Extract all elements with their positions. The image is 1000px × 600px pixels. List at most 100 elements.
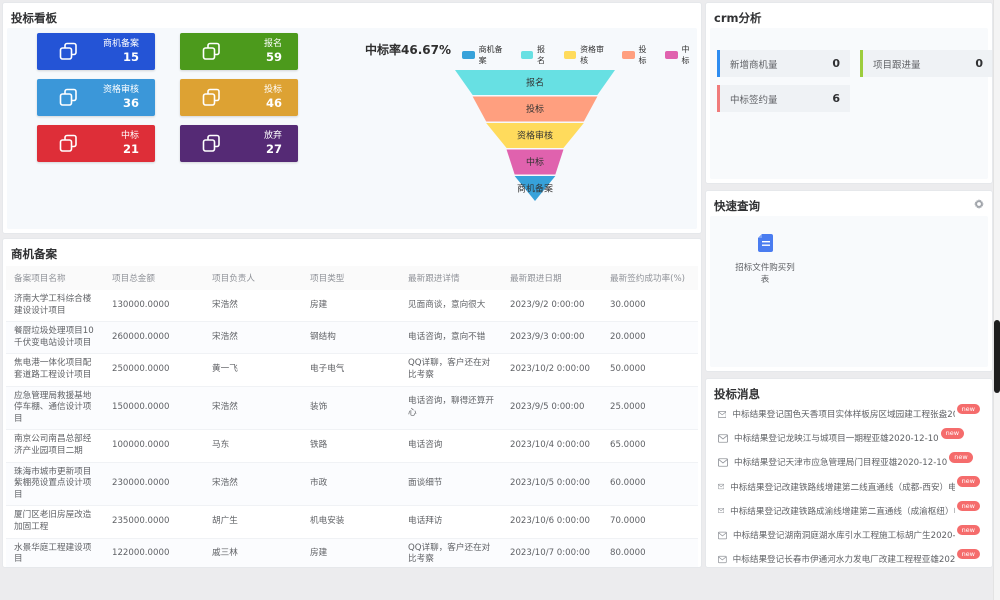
funnel-segment[interactable] (514, 176, 556, 201)
message-item[interactable]: 中标结果登记改建铁路线增建第二线直通线（成都-西安）电力线路迁改工程胡广生202… (708, 475, 990, 499)
table-cell: 胡广生 (204, 505, 302, 539)
crm-stat-box[interactable]: 新增商机量 0 (717, 50, 850, 77)
stat-card[interactable]: 放弃 27 (180, 125, 298, 162)
crm-stat-box[interactable]: 项目跟进量 0 (860, 50, 992, 77)
table-row[interactable]: 济南大学工科综合楼建设设计项目 130000.0000 宋浩然 房建 见面商谈，意向很大… (6, 290, 698, 323)
legend-swatch (520, 51, 534, 59)
stat-card[interactable]: 资格审核 36 (37, 79, 155, 116)
legend-swatch (622, 51, 635, 59)
bid-message-panel: 投标消息 中标结果登记国色天香项目实体样板房区域园建工程张盎2020-12-10… (705, 378, 993, 568)
funnel-segment[interactable] (506, 149, 564, 175)
stat-card-label: 放弃 (263, 130, 282, 141)
table-cell: 钢结构 (302, 321, 400, 355)
legend-label: 报名 (537, 45, 546, 65)
stat-card-value: 36 (122, 95, 139, 110)
table-cell: 230000.0000 (104, 462, 204, 507)
table-cell: 60.0000 (602, 462, 698, 507)
table-row[interactable]: 南京公司南昌总部经济产业园项目二期 100000.0000 马东 铁路 电话咨询 2023… (6, 429, 698, 463)
table-column-header: 最新跟进日期 (502, 266, 602, 290)
stat-card[interactable]: 投标 46 (180, 79, 298, 116)
stat-card-value: 21 (122, 141, 139, 156)
table-row[interactable]: 焦电港一体化项目配套道路工程设计项目 250000.0000 黄一飞 电子电气 QQ详聊… (6, 353, 698, 387)
table-row[interactable]: 水景华庭工程建设项目 122000.0000 戚三林 房建 QQ详聊，客户还在对比考察 2… (6, 538, 698, 567)
message-text: 中标结果登记湖南洞庭湖水库引水工程施工标胡广生2020-12-10 (732, 531, 955, 542)
table-cell: 80.0000 (602, 538, 698, 567)
table-cell: QQ详聊，客户还在对比考察 (400, 538, 502, 567)
table-cell: 机电安装 (302, 505, 400, 539)
stat-card[interactable]: 中标 21 (37, 125, 155, 162)
new-badge: new (956, 548, 980, 560)
scrollbar-thumb[interactable] (993, 320, 1000, 393)
table-cell: 见面商谈，意向很大 (400, 290, 502, 323)
bid-message-title: 投标消息 (714, 387, 760, 401)
funnel-segment[interactable] (486, 123, 584, 148)
funnel-segment[interactable] (472, 96, 598, 122)
document-icon (757, 234, 773, 252)
quick-query-item-bid-file-list[interactable]: 招标文件购买列表 (732, 234, 798, 285)
table-column-header: 项目负责人 (204, 266, 302, 290)
crm-stat-box[interactable]: 中标签约量 6 (717, 85, 850, 112)
stat-card-label: 资格审核 (102, 84, 139, 95)
stat-card[interactable]: 商机备案 15 (37, 33, 155, 70)
stat-card-label: 投标 (263, 84, 282, 95)
table-cell: 焦电港一体化项目配套道路工程设计项目 (6, 353, 104, 387)
message-text: 中标结果登记改建铁路线增建第二线直通线（成都-西安）电力线路迁改工程胡广生202… (730, 482, 954, 493)
table-cell: 马东 (204, 429, 302, 463)
table-row[interactable]: 应急管理局救援基地停车棚、通信设计项目 150000.0000 宋浩然 装饰 电话咨询，… (6, 386, 698, 431)
funnel-segment-label: 投标 (526, 103, 544, 115)
table-cell: 2023/10/6 0:00:00 (502, 505, 602, 539)
crm-body: 新增商机量 0 项目跟进量 0 中标签约量 6 (710, 28, 992, 179)
table-cell: 260000.0000 (104, 321, 204, 355)
scrollbar-track[interactable] (993, 0, 1000, 600)
stat-card-value: 46 (265, 95, 282, 110)
table-cell: 厦门区老旧房屋改造加固工程 (6, 505, 104, 539)
envelope-icon (718, 484, 725, 490)
table-row[interactable]: 珠海市城市更新项目紫棚苑设置点设计项目 230000.0000 宋浩然 市政 面谈细节 2… (6, 462, 698, 507)
envelope-icon (718, 458, 728, 467)
new-badge: new (956, 500, 980, 512)
table-cell: 2023/9/2 0:00:00 (502, 290, 602, 323)
envelope-icon (718, 434, 728, 443)
table-cell: 面谈细节 (400, 462, 502, 507)
table-cell: 122000.0000 (104, 538, 204, 567)
new-badge: new (940, 428, 965, 439)
new-badge: new (956, 524, 980, 536)
envelope-icon (718, 508, 725, 514)
funnel-segment[interactable] (455, 70, 615, 95)
table-cell: 30.0000 (602, 290, 698, 323)
table-cell: 宋浩然 (204, 290, 302, 323)
message-item[interactable]: 中标结果登记天津市应急管理局门目程亚雄2020-12-10 new (708, 450, 990, 474)
crm-stat-value: 0 (975, 57, 983, 70)
table-cell: 电话拜访 (400, 505, 502, 539)
crm-title: crm分析 (714, 11, 762, 25)
stat-card-label: 商机备案 (102, 38, 139, 49)
quick-query-panel: 快速查询 招标文件购买列表 (705, 190, 993, 372)
table-column-header: 项目总金额 (104, 266, 204, 290)
table-cell: 珠海市城市更新项目紫棚苑设置点设计项目 (6, 462, 104, 507)
legend-item[interactable]: 资格审核 (563, 44, 612, 66)
table-cell: QQ详聊，客户还在对比考察 (400, 353, 502, 387)
legend-item[interactable]: 商机备案 (462, 44, 510, 66)
funnel-segment-label: 报名 (526, 77, 544, 89)
legend-label: 中标 (681, 45, 690, 65)
stat-card-label: 中标 (120, 130, 139, 141)
legend-item[interactable]: 投标 (622, 44, 654, 66)
stat-card[interactable]: 报名 59 (180, 33, 298, 70)
biz-record-table: 备案项目名称 项目总金额 项目负责人 项目类型 最新跟进详情 最新跟进日期 最新签约成功率(… (6, 266, 698, 567)
message-item[interactable]: 中标结果登记龙映江与城项目一期程亚雄2020-12-10 new (708, 426, 990, 450)
legend-item[interactable]: 报名 (520, 44, 553, 66)
legend-item[interactable]: 中标 (665, 44, 697, 66)
table-cell: 2023/10/7 0:00:00 (502, 538, 602, 567)
table-cell: 150000.0000 (104, 386, 204, 431)
message-item[interactable]: 中标结果登记改建铁路成渝线增建第二直通线（成渝枢纽）电力线路迁改工程蔡江平202… (708, 499, 990, 523)
table-row[interactable]: 餐厨垃圾处理项目10千伏变电站设计项目 260000.0000 宋浩然 钢结构 电话咨询… (6, 321, 698, 355)
table-cell: 250000.0000 (104, 353, 204, 387)
message-text: 中标结果登记天津市应急管理局门目程亚雄2020-12-10 (734, 458, 948, 469)
message-text: 中标结果登记长春市伊通河水力发电厂改建工程程亚雄2020-12-10 (732, 555, 955, 566)
table-row[interactable]: 厦门区老旧房屋改造加固工程 235000.0000 胡广生 机电安装 电话拜访 2023/… (6, 505, 698, 539)
gear-icon[interactable] (974, 199, 984, 209)
